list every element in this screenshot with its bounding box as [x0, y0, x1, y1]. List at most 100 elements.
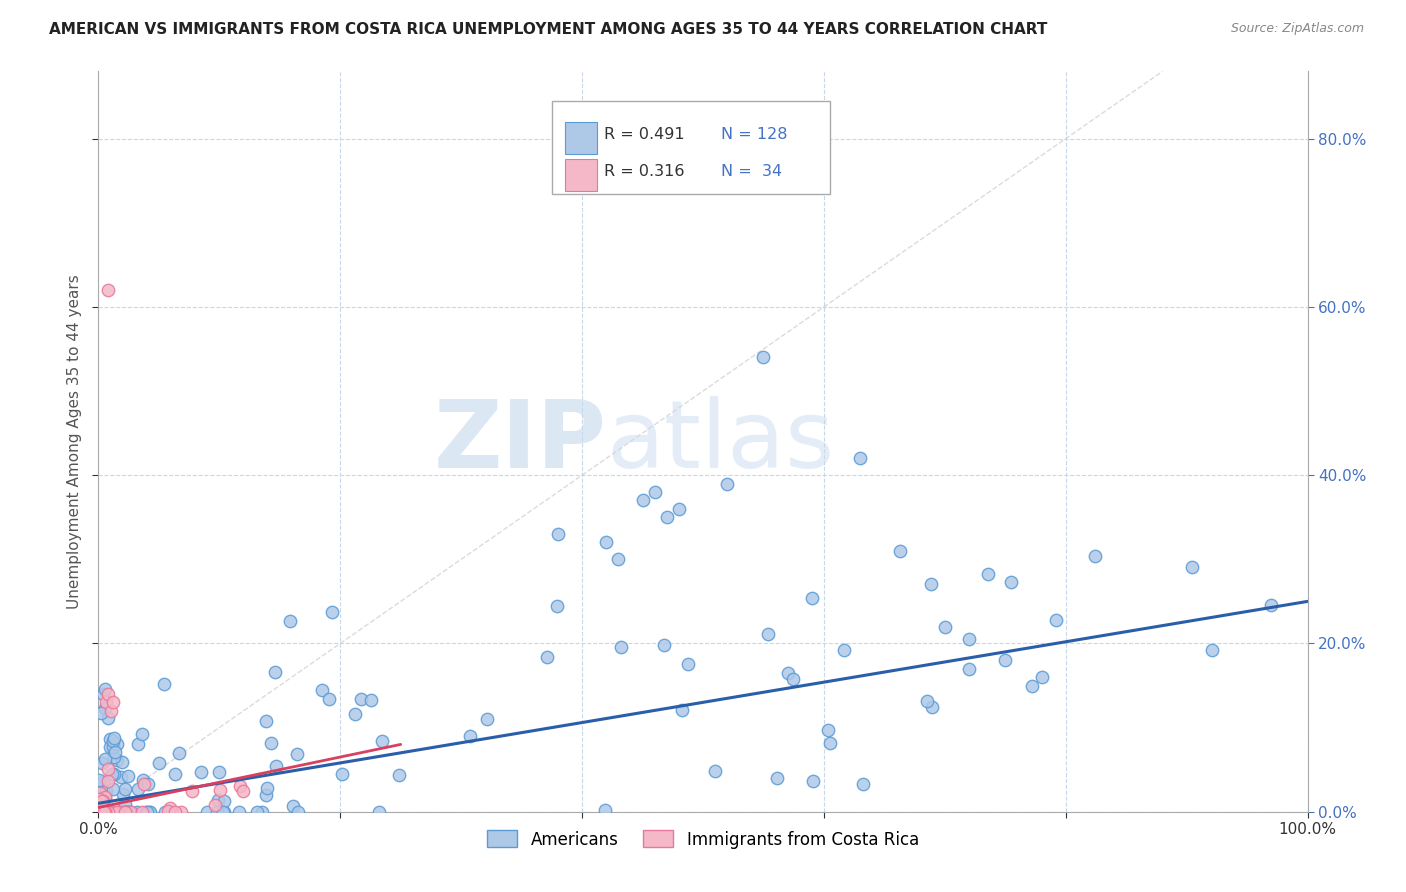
Point: [100, 767, 122, 781]
Point: [157, 804, 180, 818]
Point: [915, 693, 938, 707]
Point: [93, 687, 115, 701]
Point: [1181, 560, 1204, 574]
Point: [160, 805, 183, 819]
Point: [920, 576, 942, 591]
Point: [264, 665, 287, 679]
FancyBboxPatch shape: [565, 122, 596, 153]
Point: [207, 805, 229, 819]
Point: [849, 451, 872, 466]
Point: [101, 695, 124, 709]
Point: [115, 805, 138, 819]
Point: [131, 726, 153, 740]
Point: [125, 805, 148, 819]
Point: [87, 772, 110, 787]
Point: [246, 805, 269, 819]
Point: [127, 737, 149, 751]
Point: [782, 673, 804, 687]
Point: [91, 805, 114, 819]
Point: [120, 805, 142, 819]
Point: [716, 476, 738, 491]
Point: [117, 805, 139, 819]
Point: [475, 712, 498, 726]
Point: [132, 773, 155, 788]
Point: [90, 794, 112, 808]
Point: [644, 485, 666, 500]
FancyBboxPatch shape: [551, 101, 830, 194]
Point: [152, 676, 174, 690]
Point: [91, 794, 114, 808]
Point: [107, 753, 129, 767]
Point: [343, 706, 366, 721]
Point: [977, 567, 1000, 582]
Point: [232, 784, 254, 798]
Point: [250, 805, 273, 819]
Point: [371, 733, 394, 747]
Point: [212, 805, 235, 819]
Point: [87, 805, 110, 819]
Point: [167, 746, 190, 760]
Point: [610, 640, 633, 655]
Point: [94, 786, 117, 800]
Point: [112, 805, 135, 819]
Point: [114, 805, 136, 819]
Point: [98, 732, 121, 747]
Point: [105, 737, 128, 751]
Point: [321, 605, 343, 619]
Point: [108, 805, 131, 819]
Point: [285, 747, 308, 762]
Point: [136, 776, 159, 790]
Point: [93, 805, 115, 819]
Point: [1201, 642, 1223, 657]
Point: [536, 649, 558, 664]
Point: [93, 805, 115, 819]
Point: [97, 773, 120, 788]
Point: [97, 805, 120, 819]
Point: [139, 805, 162, 819]
Point: [103, 731, 125, 745]
Text: Source: ZipAtlas.com: Source: ZipAtlas.com: [1230, 22, 1364, 36]
Point: [195, 805, 218, 819]
Point: [817, 723, 839, 737]
Point: [368, 805, 391, 819]
Point: [671, 703, 693, 717]
Point: [778, 666, 800, 681]
Point: [818, 736, 841, 750]
Point: [1260, 599, 1282, 613]
Point: [97, 283, 120, 297]
Point: [180, 784, 202, 798]
Point: [204, 797, 226, 812]
Point: [111, 755, 134, 769]
Point: [97, 805, 120, 819]
Point: [159, 800, 181, 814]
Text: AMERICAN VS IMMIGRANTS FROM COSTA RICA UNEMPLOYMENT AMONG AGES 35 TO 44 YEARS CO: AMERICAN VS IMMIGRANTS FROM COSTA RICA U…: [49, 22, 1047, 37]
Point: [93, 805, 115, 819]
FancyBboxPatch shape: [565, 160, 596, 191]
Point: [91, 775, 114, 789]
Point: [889, 544, 911, 558]
Point: [105, 805, 128, 819]
Point: [254, 714, 277, 728]
Point: [100, 805, 122, 819]
Y-axis label: Unemployment Among Ages 35 to 44 years: Unemployment Among Ages 35 to 44 years: [66, 274, 82, 609]
Point: [994, 653, 1017, 667]
Point: [595, 535, 617, 549]
Point: [287, 805, 309, 819]
Point: [652, 638, 675, 652]
Point: [318, 692, 340, 706]
Point: [117, 769, 139, 783]
Point: [208, 765, 231, 780]
Point: [101, 740, 124, 755]
Point: [136, 805, 159, 819]
Point: [921, 699, 943, 714]
Point: [89, 799, 111, 814]
Point: [91, 805, 114, 819]
Point: [94, 784, 117, 798]
Point: [766, 771, 789, 785]
Point: [330, 766, 353, 780]
Point: [703, 764, 725, 778]
Point: [87, 799, 110, 814]
Point: [1021, 679, 1043, 693]
Point: [281, 799, 304, 814]
Point: [118, 805, 141, 819]
